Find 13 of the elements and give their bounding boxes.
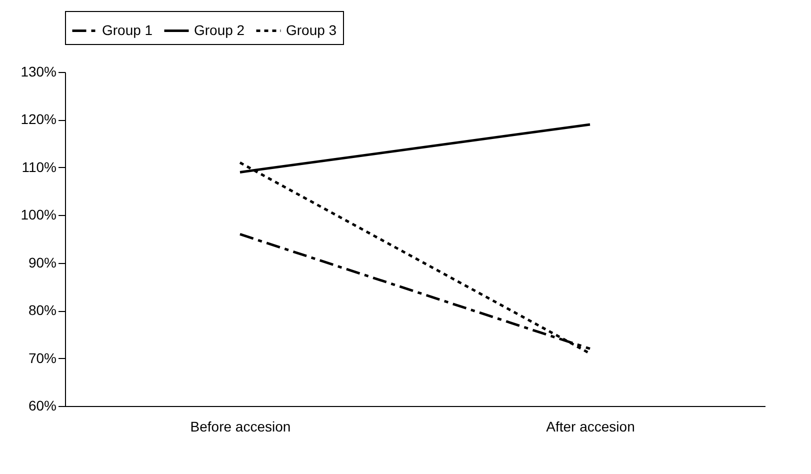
legend-label: Group 3 (286, 22, 337, 38)
y-tick-label: 80% (28, 302, 56, 318)
y-tick-label: 90% (28, 254, 56, 270)
y-tick-label: 110% (22, 158, 56, 175)
y-tick-label: 100% (20, 206, 56, 223)
y-tick-label: 130% (20, 64, 56, 80)
legend-label: Group 2 (194, 22, 245, 38)
legend-label: Group 1 (102, 22, 153, 38)
x-tick-label: After accesion (546, 418, 635, 434)
y-tick-label: 60% (28, 398, 56, 414)
x-tick-label: Before accesion (190, 418, 291, 434)
y-tick-label: 70% (28, 350, 56, 366)
y-tick-label: 120% (20, 111, 56, 128)
